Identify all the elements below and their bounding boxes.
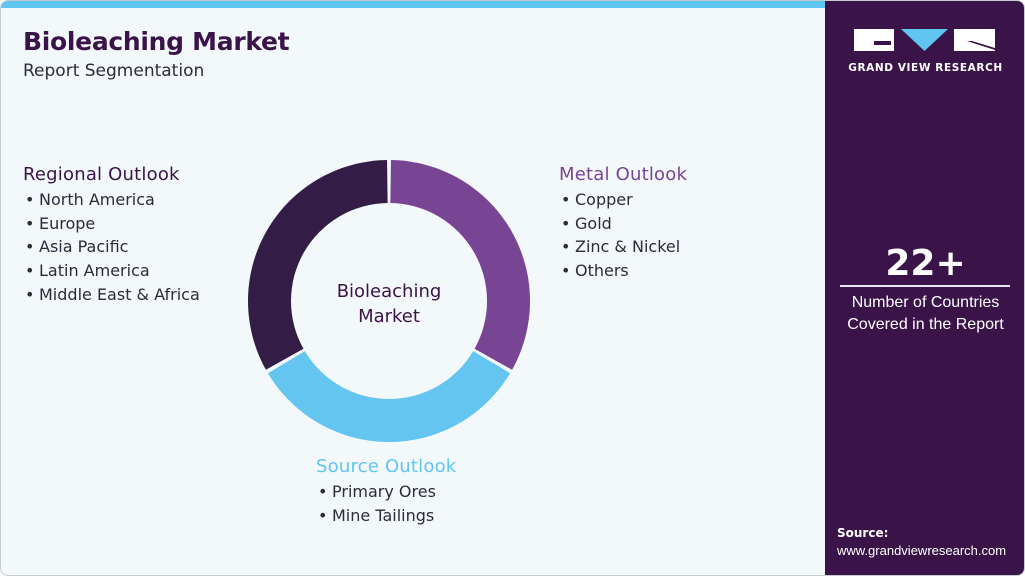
list-item: Gold bbox=[559, 212, 687, 236]
segmentation-donut-chart bbox=[248, 160, 530, 442]
grand-view-research-logo-icon bbox=[854, 29, 995, 51]
list-item: Latin America bbox=[23, 259, 200, 283]
page-subtitle: Report Segmentation bbox=[23, 61, 205, 81]
brand-name: GRAND VIEW RESEARCH bbox=[848, 62, 1003, 74]
donut-center-label: Bioleaching Market bbox=[289, 279, 489, 329]
list-item: Asia Pacific bbox=[23, 235, 200, 259]
source-heading: Source: bbox=[837, 526, 889, 540]
list-item: Mine Tailings bbox=[316, 504, 456, 528]
list-item: Others bbox=[559, 259, 687, 283]
brand-sidebar: GRAND VIEW RESEARCH 22+ Number of Countr… bbox=[825, 1, 1024, 575]
regional-outlook-section: Regional Outlook North America Europe As… bbox=[23, 164, 200, 307]
list-item: Zinc & Nickel bbox=[559, 235, 687, 259]
list-item: Europe bbox=[23, 212, 200, 236]
list-item: North America bbox=[23, 188, 200, 212]
metal-outlook-section: Metal Outlook Copper Gold Zinc & Nickel … bbox=[559, 164, 687, 283]
stat-divider bbox=[840, 285, 1010, 287]
list-item: Primary Ores bbox=[316, 480, 456, 504]
stat-label-line1: Number of Countries bbox=[851, 294, 1000, 311]
source-outlook-heading: Source Outlook bbox=[316, 456, 457, 477]
donut-segment-metal-outlook bbox=[390, 160, 530, 370]
regional-outlook-list: North America Europe Asia Pacific Latin … bbox=[23, 188, 200, 307]
list-item: Middle East & Africa bbox=[23, 283, 200, 307]
metal-outlook-list: Copper Gold Zinc & Nickel Others bbox=[559, 188, 687, 283]
donut-center-line1: Bioleaching bbox=[336, 281, 442, 302]
regional-outlook-heading: Regional Outlook bbox=[23, 164, 180, 185]
source-outlook-list: Primary Ores Mine Tailings bbox=[316, 480, 456, 527]
stat-label-line2: Covered in the Report bbox=[847, 316, 1004, 333]
metal-outlook-heading: Metal Outlook bbox=[559, 164, 688, 185]
donut-segment-source-outlook bbox=[267, 351, 511, 442]
countries-stat-label: Number of Countries Covered in the Repor… bbox=[825, 292, 1024, 336]
donut-segment-regional-outlook bbox=[248, 160, 388, 370]
page-title: Bioleaching Market bbox=[23, 27, 290, 56]
top-accent-bar bbox=[1, 1, 825, 8]
countries-stat-value: 22+ bbox=[885, 243, 966, 284]
donut-center-line2: Market bbox=[358, 306, 420, 327]
list-item: Copper bbox=[559, 188, 687, 212]
source-url-link[interactable]: www.grandviewresearch.com bbox=[837, 543, 1007, 558]
source-outlook-section: Source Outlook Primary Ores Mine Tailing… bbox=[316, 456, 456, 527]
